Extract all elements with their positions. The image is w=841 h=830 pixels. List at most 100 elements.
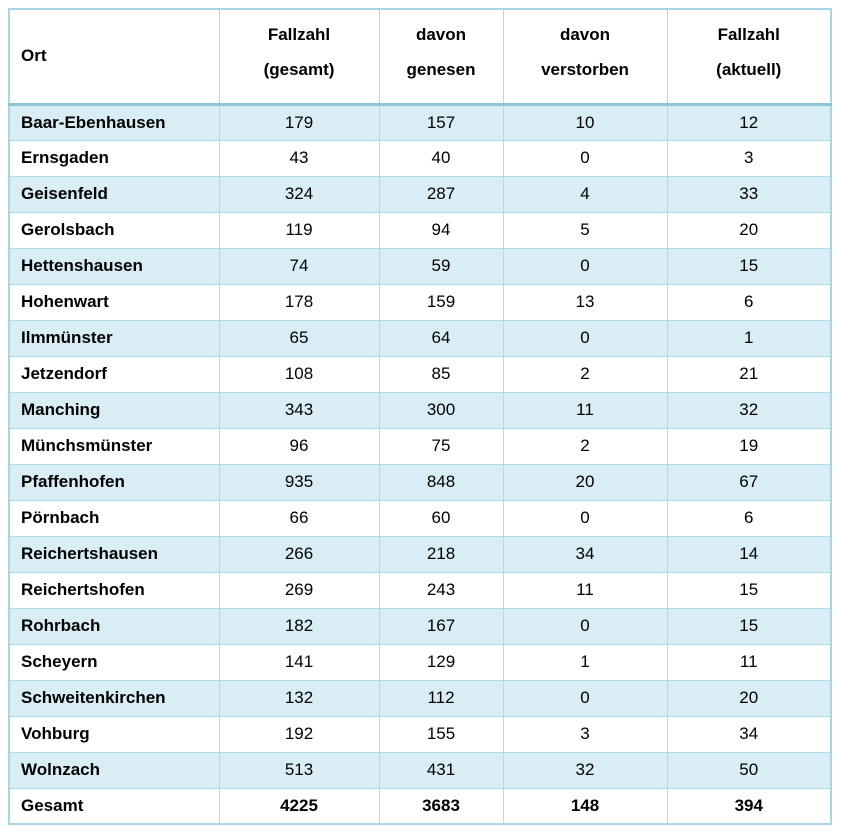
table-row: Vohburg 192 155 3 34 [8, 715, 832, 753]
ort-cell: Baar-Ebenhausen [8, 103, 220, 141]
davon-genesen-cell: 40 [378, 139, 504, 177]
fallzahl-gesamt-cell: 935 [218, 463, 380, 501]
fallzahl-aktuell-cell: 15 [666, 247, 832, 285]
ort-cell: Gerolsbach [8, 211, 220, 249]
ort-cell: Jetzendorf [8, 355, 220, 393]
table-row: Ilmmünster 65 64 0 1 [8, 319, 832, 357]
table-row: Gerolsbach 119 94 5 20 [8, 211, 832, 249]
davon-verstorben-cell: 148 [502, 787, 668, 825]
fallzahl-gesamt-cell: 43 [218, 139, 380, 177]
header-line-genesen: genesen [406, 60, 476, 79]
header-line-fallzahl: Fallzahl [717, 25, 780, 44]
ort-cell: Vohburg [8, 715, 220, 753]
ort-cell: Gesamt [8, 787, 220, 825]
table-row: Münchsmünster 96 75 2 19 [8, 427, 832, 465]
davon-genesen-cell: 85 [378, 355, 504, 393]
fallzahl-aktuell-cell: 20 [666, 211, 832, 249]
davon-genesen-cell: 75 [378, 427, 504, 465]
fallzahl-aktuell-cell: 394 [666, 787, 832, 825]
header-line-davon: davon [559, 25, 611, 44]
davon-verstorben-cell: 10 [502, 103, 668, 141]
fallzahl-gesamt-cell: 192 [218, 715, 380, 753]
fallzahl-aktuell-cell: 21 [666, 355, 832, 393]
davon-genesen-cell: 159 [378, 283, 504, 321]
davon-genesen-cell: 218 [378, 535, 504, 573]
header-line-aktuell: (aktuell) [716, 60, 782, 79]
fallzahl-aktuell-cell: 3 [666, 139, 832, 177]
covid-cases-table: Ort Fallzahl (gesamt) davon genesen davo… [8, 8, 832, 825]
davon-verstorben-cell: 11 [502, 571, 668, 609]
table-row: Geisenfeld 324 287 4 33 [8, 175, 832, 213]
davon-genesen-cell: 300 [378, 391, 504, 429]
fallzahl-aktuell-cell: 19 [666, 427, 832, 465]
fallzahl-aktuell-cell: 6 [666, 499, 832, 537]
davon-verstorben-cell: 5 [502, 211, 668, 249]
fallzahl-aktuell-cell: 15 [666, 571, 832, 609]
column-header-fallzahl-aktuell: Fallzahl (aktuell) [666, 8, 832, 106]
column-header-davon-genesen: davon genesen [378, 8, 504, 106]
davon-verstorben-cell: 1 [502, 643, 668, 681]
table-row: Rohrbach 182 167 0 15 [8, 607, 832, 645]
fallzahl-gesamt-cell: 74 [218, 247, 380, 285]
ort-cell: Rohrbach [8, 607, 220, 645]
fallzahl-aktuell-cell: 20 [666, 679, 832, 717]
davon-genesen-cell: 59 [378, 247, 504, 285]
header-line-gesamt: (gesamt) [263, 60, 335, 79]
fallzahl-aktuell-cell: 6 [666, 283, 832, 321]
fallzahl-aktuell-cell: 14 [666, 535, 832, 573]
header-line-davon: davon [415, 25, 467, 44]
fallzahl-gesamt-cell: 4225 [218, 787, 380, 825]
davon-genesen-cell: 129 [378, 643, 504, 681]
covid-cases-table-container: Ort Fallzahl (gesamt) davon genesen davo… [8, 8, 832, 825]
total-row: Gesamt 4225 3683 148 394 [8, 787, 832, 825]
header-row: Ort Fallzahl (gesamt) davon genesen davo… [8, 8, 832, 106]
davon-verstorben-cell: 0 [502, 679, 668, 717]
davon-verstorben-cell: 20 [502, 463, 668, 501]
ort-cell: Scheyern [8, 643, 220, 681]
table-row: Ernsgaden 43 40 0 3 [8, 139, 832, 177]
fallzahl-gesamt-cell: 66 [218, 499, 380, 537]
davon-genesen-cell: 94 [378, 211, 504, 249]
ort-cell: Reichertshofen [8, 571, 220, 609]
ort-cell: Ilmmünster [8, 319, 220, 357]
ort-cell: Reichertshausen [8, 535, 220, 573]
fallzahl-aktuell-cell: 15 [666, 607, 832, 645]
fallzahl-aktuell-cell: 33 [666, 175, 832, 213]
fallzahl-gesamt-cell: 179 [218, 103, 380, 141]
fallzahl-aktuell-cell: 34 [666, 715, 832, 753]
davon-verstorben-cell: 11 [502, 391, 668, 429]
davon-genesen-cell: 60 [378, 499, 504, 537]
table-row: Manching 343 300 11 32 [8, 391, 832, 429]
table-row: Reichertshofen 269 243 11 15 [8, 571, 832, 609]
ort-cell: Geisenfeld [8, 175, 220, 213]
table-body: Baar-Ebenhausen 179 157 10 12 Ernsgaden … [8, 103, 832, 825]
davon-verstorben-cell: 0 [502, 319, 668, 357]
davon-verstorben-cell: 0 [502, 499, 668, 537]
table-row: Wolnzach 513 431 32 50 [8, 751, 832, 789]
davon-genesen-cell: 848 [378, 463, 504, 501]
davon-verstorben-cell: 4 [502, 175, 668, 213]
table-row: Pörnbach 66 60 0 6 [8, 499, 832, 537]
fallzahl-aktuell-cell: 50 [666, 751, 832, 789]
table-row: Scheyern 141 129 1 11 [8, 643, 832, 681]
davon-verstorben-cell: 32 [502, 751, 668, 789]
fallzahl-aktuell-cell: 32 [666, 391, 832, 429]
fallzahl-gesamt-cell: 119 [218, 211, 380, 249]
fallzahl-aktuell-cell: 12 [666, 103, 832, 141]
table-row: Hettenshausen 74 59 0 15 [8, 247, 832, 285]
table-row: Schweitenkirchen 132 112 0 20 [8, 679, 832, 717]
fallzahl-gesamt-cell: 132 [218, 679, 380, 717]
fallzahl-gesamt-cell: 96 [218, 427, 380, 465]
ort-cell: Manching [8, 391, 220, 429]
davon-verstorben-cell: 2 [502, 355, 668, 393]
davon-verstorben-cell: 0 [502, 139, 668, 177]
fallzahl-gesamt-cell: 269 [218, 571, 380, 609]
ort-cell: Hohenwart [8, 283, 220, 321]
fallzahl-gesamt-cell: 141 [218, 643, 380, 681]
davon-genesen-cell: 431 [378, 751, 504, 789]
table-header: Ort Fallzahl (gesamt) davon genesen davo… [8, 8, 832, 106]
ort-cell: Pörnbach [8, 499, 220, 537]
ort-cell: Hettenshausen [8, 247, 220, 285]
davon-verstorben-cell: 13 [502, 283, 668, 321]
column-header-ort: Ort [8, 8, 220, 106]
